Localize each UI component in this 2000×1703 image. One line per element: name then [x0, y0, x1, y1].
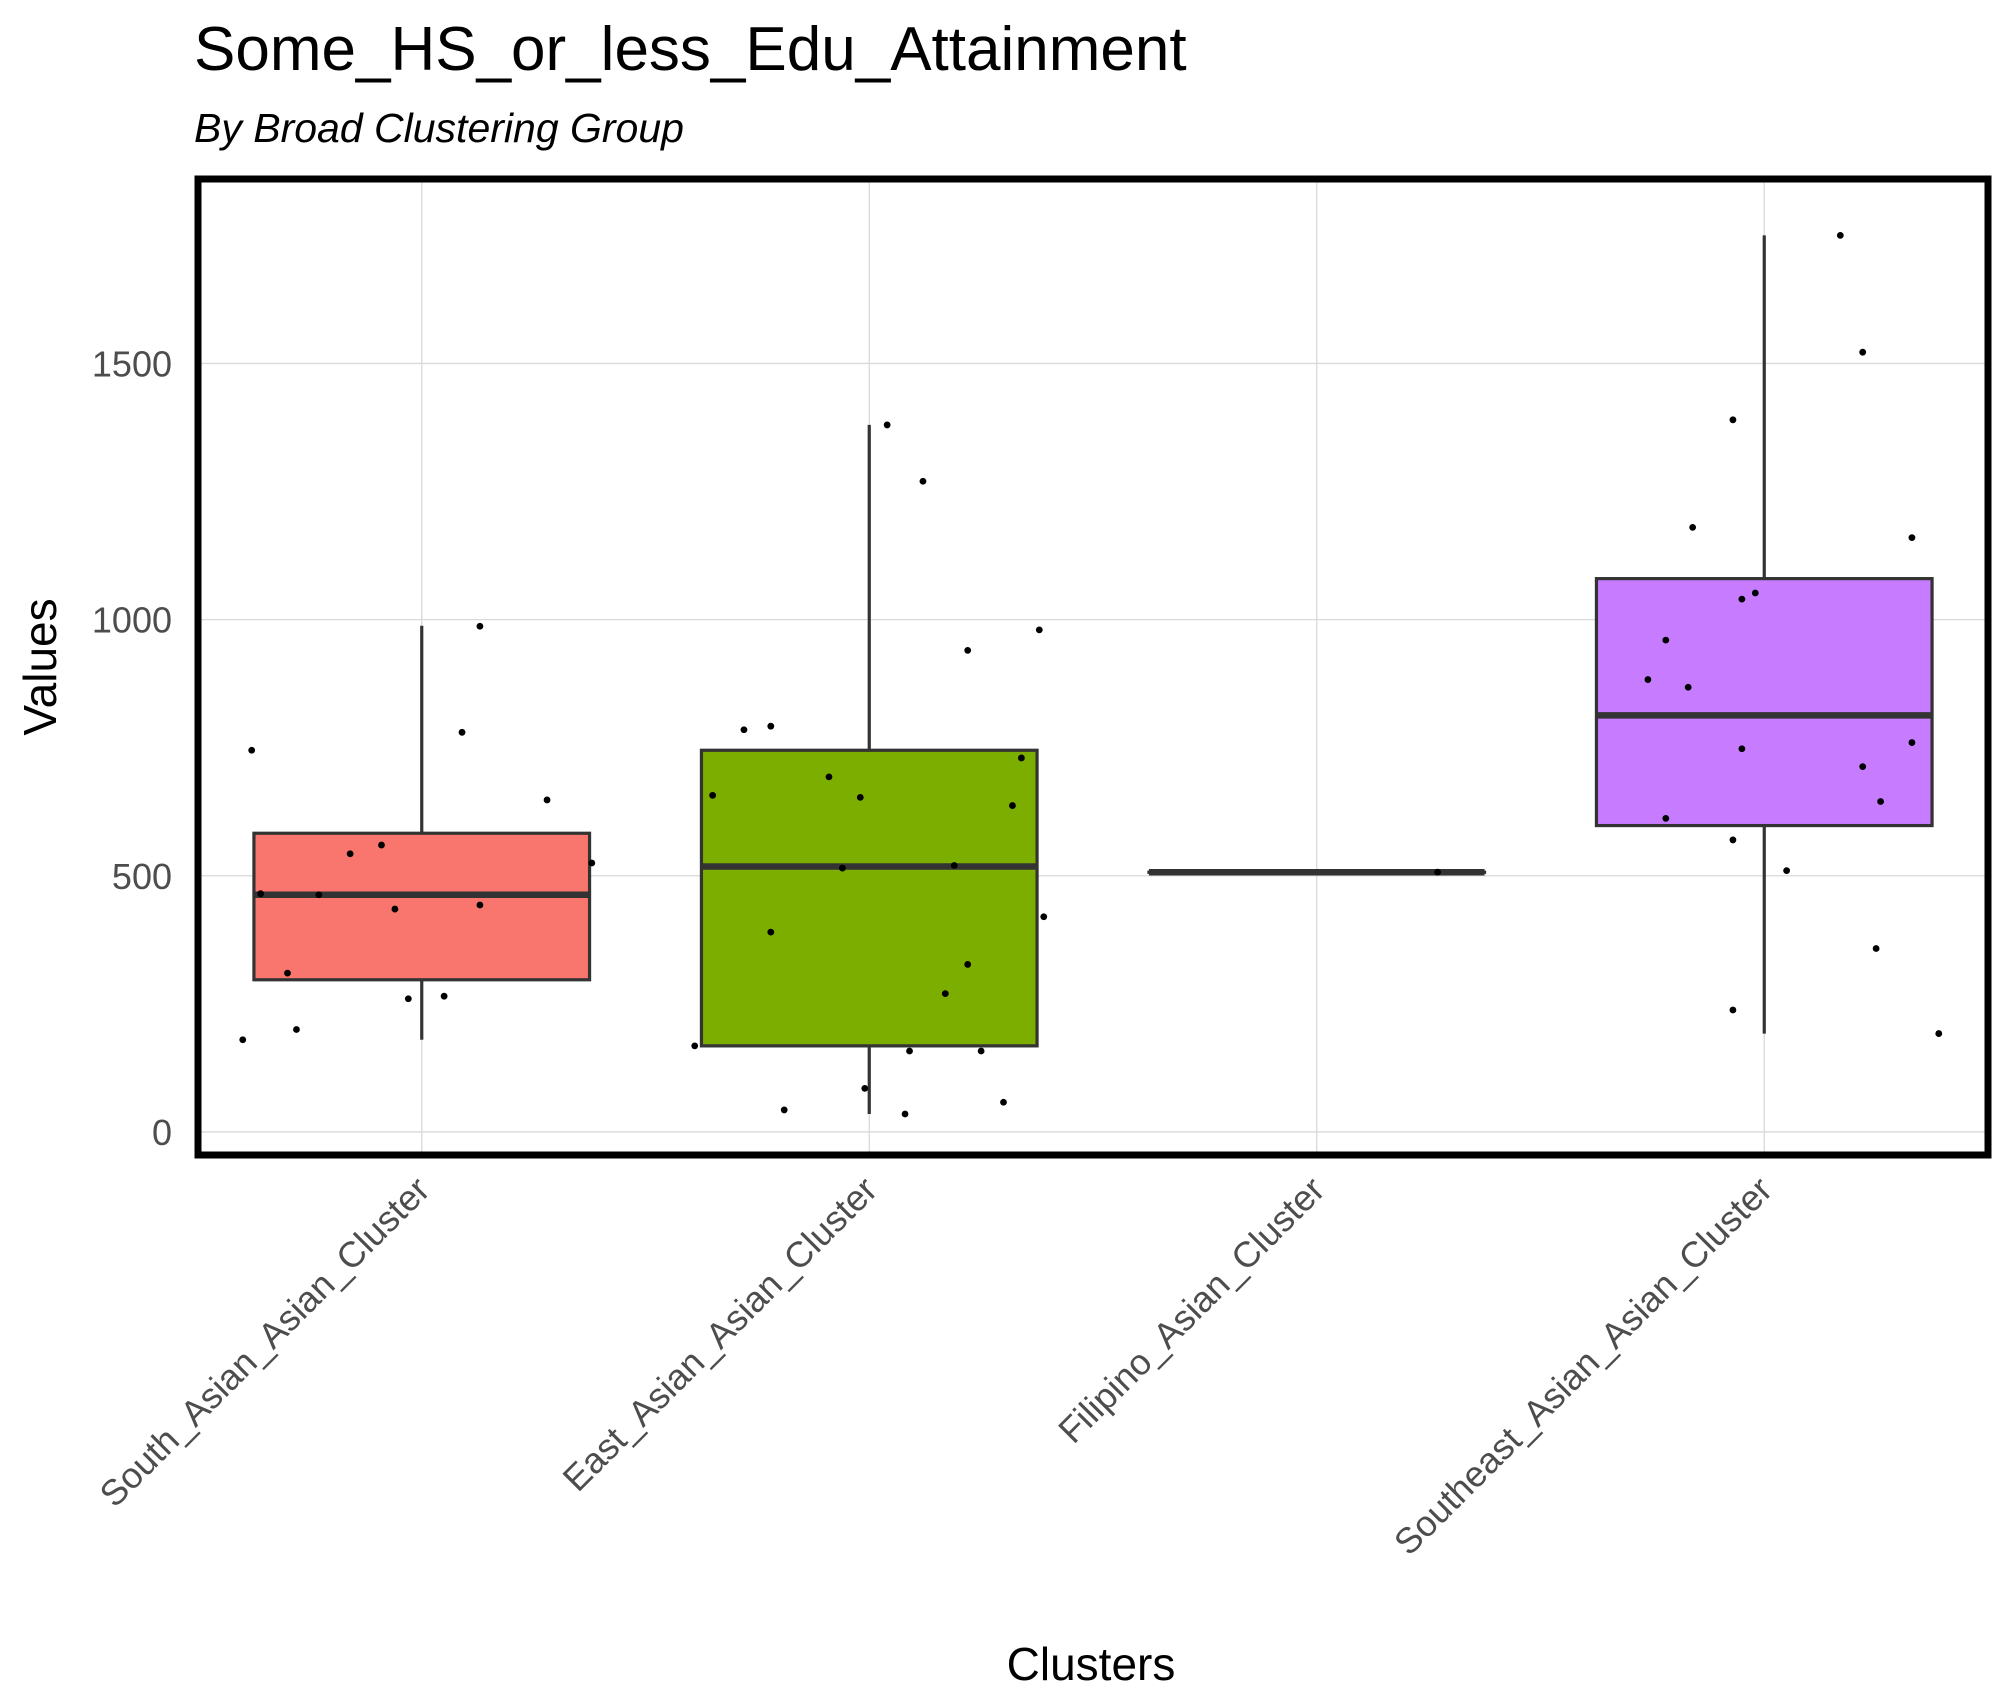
data-point	[950, 862, 958, 869]
x-axis-title: Clusters	[1007, 1638, 1176, 1690]
data-point	[883, 421, 891, 429]
x-tick-label: East_Asian_Asian_Cluster	[555, 1169, 885, 1499]
data-point	[248, 746, 256, 754]
data-point	[440, 992, 448, 1000]
data-point	[1908, 739, 1916, 746]
box-4	[1594, 235, 1934, 1034]
data-point	[1662, 814, 1670, 822]
data-point	[543, 796, 551, 804]
data-point	[239, 1036, 247, 1044]
y-axis-title: Values	[14, 598, 66, 735]
data-point	[458, 728, 466, 736]
data-point	[284, 969, 291, 977]
data-point	[404, 995, 412, 1003]
data-point	[1729, 836, 1737, 844]
data-point	[378, 841, 385, 849]
chart-subtitle: By Broad Clustering Group	[194, 105, 684, 151]
data-point	[780, 1106, 788, 1114]
y-tick-label: 1500	[92, 343, 172, 384]
x-tick-labels: South_Asian_Asian_Cluster East_Asian_Asia…	[91, 1169, 1779, 1563]
x-tick-label: South_Asian_Asian_Cluster	[91, 1169, 437, 1515]
data-point	[1684, 683, 1692, 691]
data-point	[906, 1047, 913, 1055]
data-point	[1872, 945, 1880, 952]
data-point	[977, 1047, 985, 1055]
data-point	[861, 1084, 869, 1092]
data-point	[1738, 745, 1746, 753]
data-point	[941, 990, 949, 998]
y-tick-labels: 0 500 1000 1500	[92, 343, 172, 1153]
data-point	[1018, 754, 1025, 762]
data-point	[1729, 416, 1737, 424]
data-point	[476, 622, 484, 630]
data-point	[346, 850, 354, 858]
data-point	[1035, 626, 1043, 634]
data-point	[740, 726, 748, 734]
x-tick-label: Filipino_Asian_Cluster	[1050, 1169, 1332, 1451]
data-point	[1859, 348, 1867, 356]
data-points	[239, 231, 1943, 1118]
data-point	[476, 901, 484, 909]
chart-title: Some_HS_or_less_Edu_Attainment	[194, 15, 1187, 84]
data-point	[1877, 798, 1884, 805]
data-point	[856, 793, 864, 801]
data-point	[1000, 1098, 1007, 1106]
data-point	[1040, 913, 1048, 921]
box-body	[1594, 577, 1934, 828]
data-point	[1644, 676, 1652, 683]
data-point	[1662, 636, 1670, 644]
data-point	[1935, 1030, 1943, 1037]
data-point	[293, 1026, 300, 1033]
plot-panel-border	[194, 175, 1992, 1159]
data-point	[825, 773, 833, 781]
box-2	[699, 424, 1039, 1115]
data-point	[1689, 523, 1697, 531]
data-point	[1836, 231, 1844, 239]
data-point	[1908, 534, 1916, 542]
box-body	[252, 831, 592, 982]
data-point	[315, 891, 323, 899]
y-tick-label: 500	[112, 856, 172, 897]
data-point	[1738, 595, 1746, 603]
data-point	[391, 905, 399, 913]
data-point	[1729, 1006, 1737, 1014]
data-point	[1434, 868, 1441, 876]
data-point	[767, 928, 775, 936]
data-point	[964, 961, 972, 968]
data-point	[709, 791, 717, 799]
box-body	[699, 748, 1039, 1048]
data-point	[1859, 763, 1867, 771]
data-point	[1783, 867, 1791, 875]
data-point	[691, 1042, 699, 1050]
data-point	[964, 646, 972, 654]
data-point	[1751, 589, 1759, 597]
data-point	[919, 477, 927, 485]
data-point	[839, 864, 846, 872]
y-tick-label: 0	[152, 1112, 172, 1153]
boxes	[252, 235, 1934, 1115]
data-point	[588, 859, 596, 867]
data-point	[901, 1110, 909, 1118]
x-tick-label: Southeast_Asian_Asian_Cluster	[1386, 1169, 1780, 1563]
data-point	[1009, 802, 1016, 809]
data-point	[257, 890, 265, 898]
data-point	[767, 722, 775, 730]
box-1	[252, 625, 592, 1040]
y-tick-label: 1000	[92, 600, 172, 641]
